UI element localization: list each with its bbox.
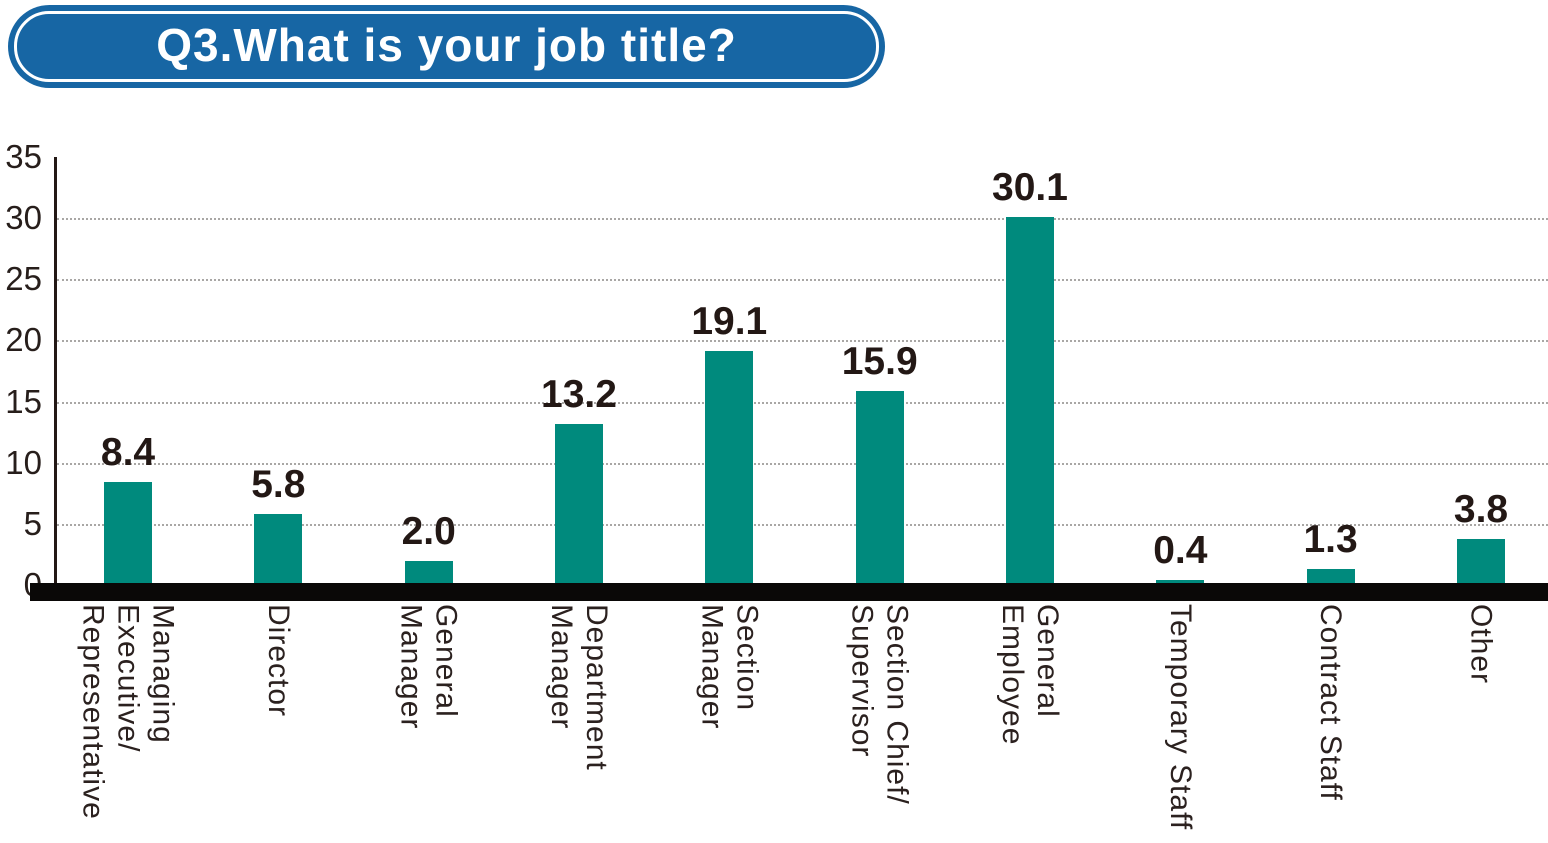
bar-value-label: 19.1 (691, 300, 768, 344)
x-category-label: Section Chief/ Supervisor (845, 604, 914, 805)
bar (104, 482, 152, 585)
question-title: Q3.What is your job title? (156, 18, 737, 71)
bar-value-label: 30.1 (992, 165, 1068, 209)
bar (1006, 216, 1054, 585)
x-axis-line (30, 583, 1548, 601)
x-category-label: General Employee (996, 604, 1064, 746)
y-tick-label: 25 (5, 260, 42, 298)
bar (254, 514, 303, 585)
x-category-label: Other (1464, 604, 1498, 685)
x-category-label: Director (261, 604, 295, 718)
y-tick-label: 20 (5, 321, 42, 359)
gridline (57, 340, 1548, 343)
bar (1457, 538, 1505, 585)
bar-value-label: 3.8 (1453, 487, 1509, 531)
bar-value-label: 0.4 (1153, 529, 1208, 573)
gridline (57, 218, 1548, 221)
x-category-label: Contract Staff (1314, 604, 1348, 801)
y-tick-label: 5 (23, 504, 42, 542)
x-category-label: Section Manager (695, 604, 764, 730)
bar-value-label: 5.8 (251, 463, 306, 507)
y-axis-line (54, 157, 57, 585)
bar-value-label: 2.0 (401, 509, 456, 553)
y-tick-label: 35 (5, 138, 42, 175)
x-category-label: Department Manager (545, 604, 613, 771)
bar (1306, 569, 1355, 585)
y-tick-label: 15 (5, 382, 42, 420)
bar-value-label: 13.2 (541, 372, 617, 416)
bar (855, 390, 904, 585)
gridline (57, 279, 1548, 282)
bar (1156, 580, 1205, 585)
bar-value-label: 8.4 (100, 431, 156, 475)
gridline (57, 523, 1548, 526)
bar-value-label: 1.3 (1303, 518, 1358, 562)
bar (404, 560, 453, 585)
y-tick-label: 10 (5, 443, 42, 481)
bar-value-label: 15.9 (841, 339, 918, 383)
gridline (57, 462, 1548, 465)
question-badge: Q3.What is your job title? (8, 5, 885, 88)
x-category-label: General Manager (394, 604, 463, 730)
bar (705, 351, 754, 585)
gridline (57, 401, 1548, 404)
x-category-label: Managing Executive/ Representative (76, 604, 180, 820)
y-tick-label: 30 (5, 199, 42, 237)
x-category-label: Temporary Staff (1163, 604, 1197, 831)
bar (555, 423, 603, 585)
plot-area (57, 157, 1548, 585)
